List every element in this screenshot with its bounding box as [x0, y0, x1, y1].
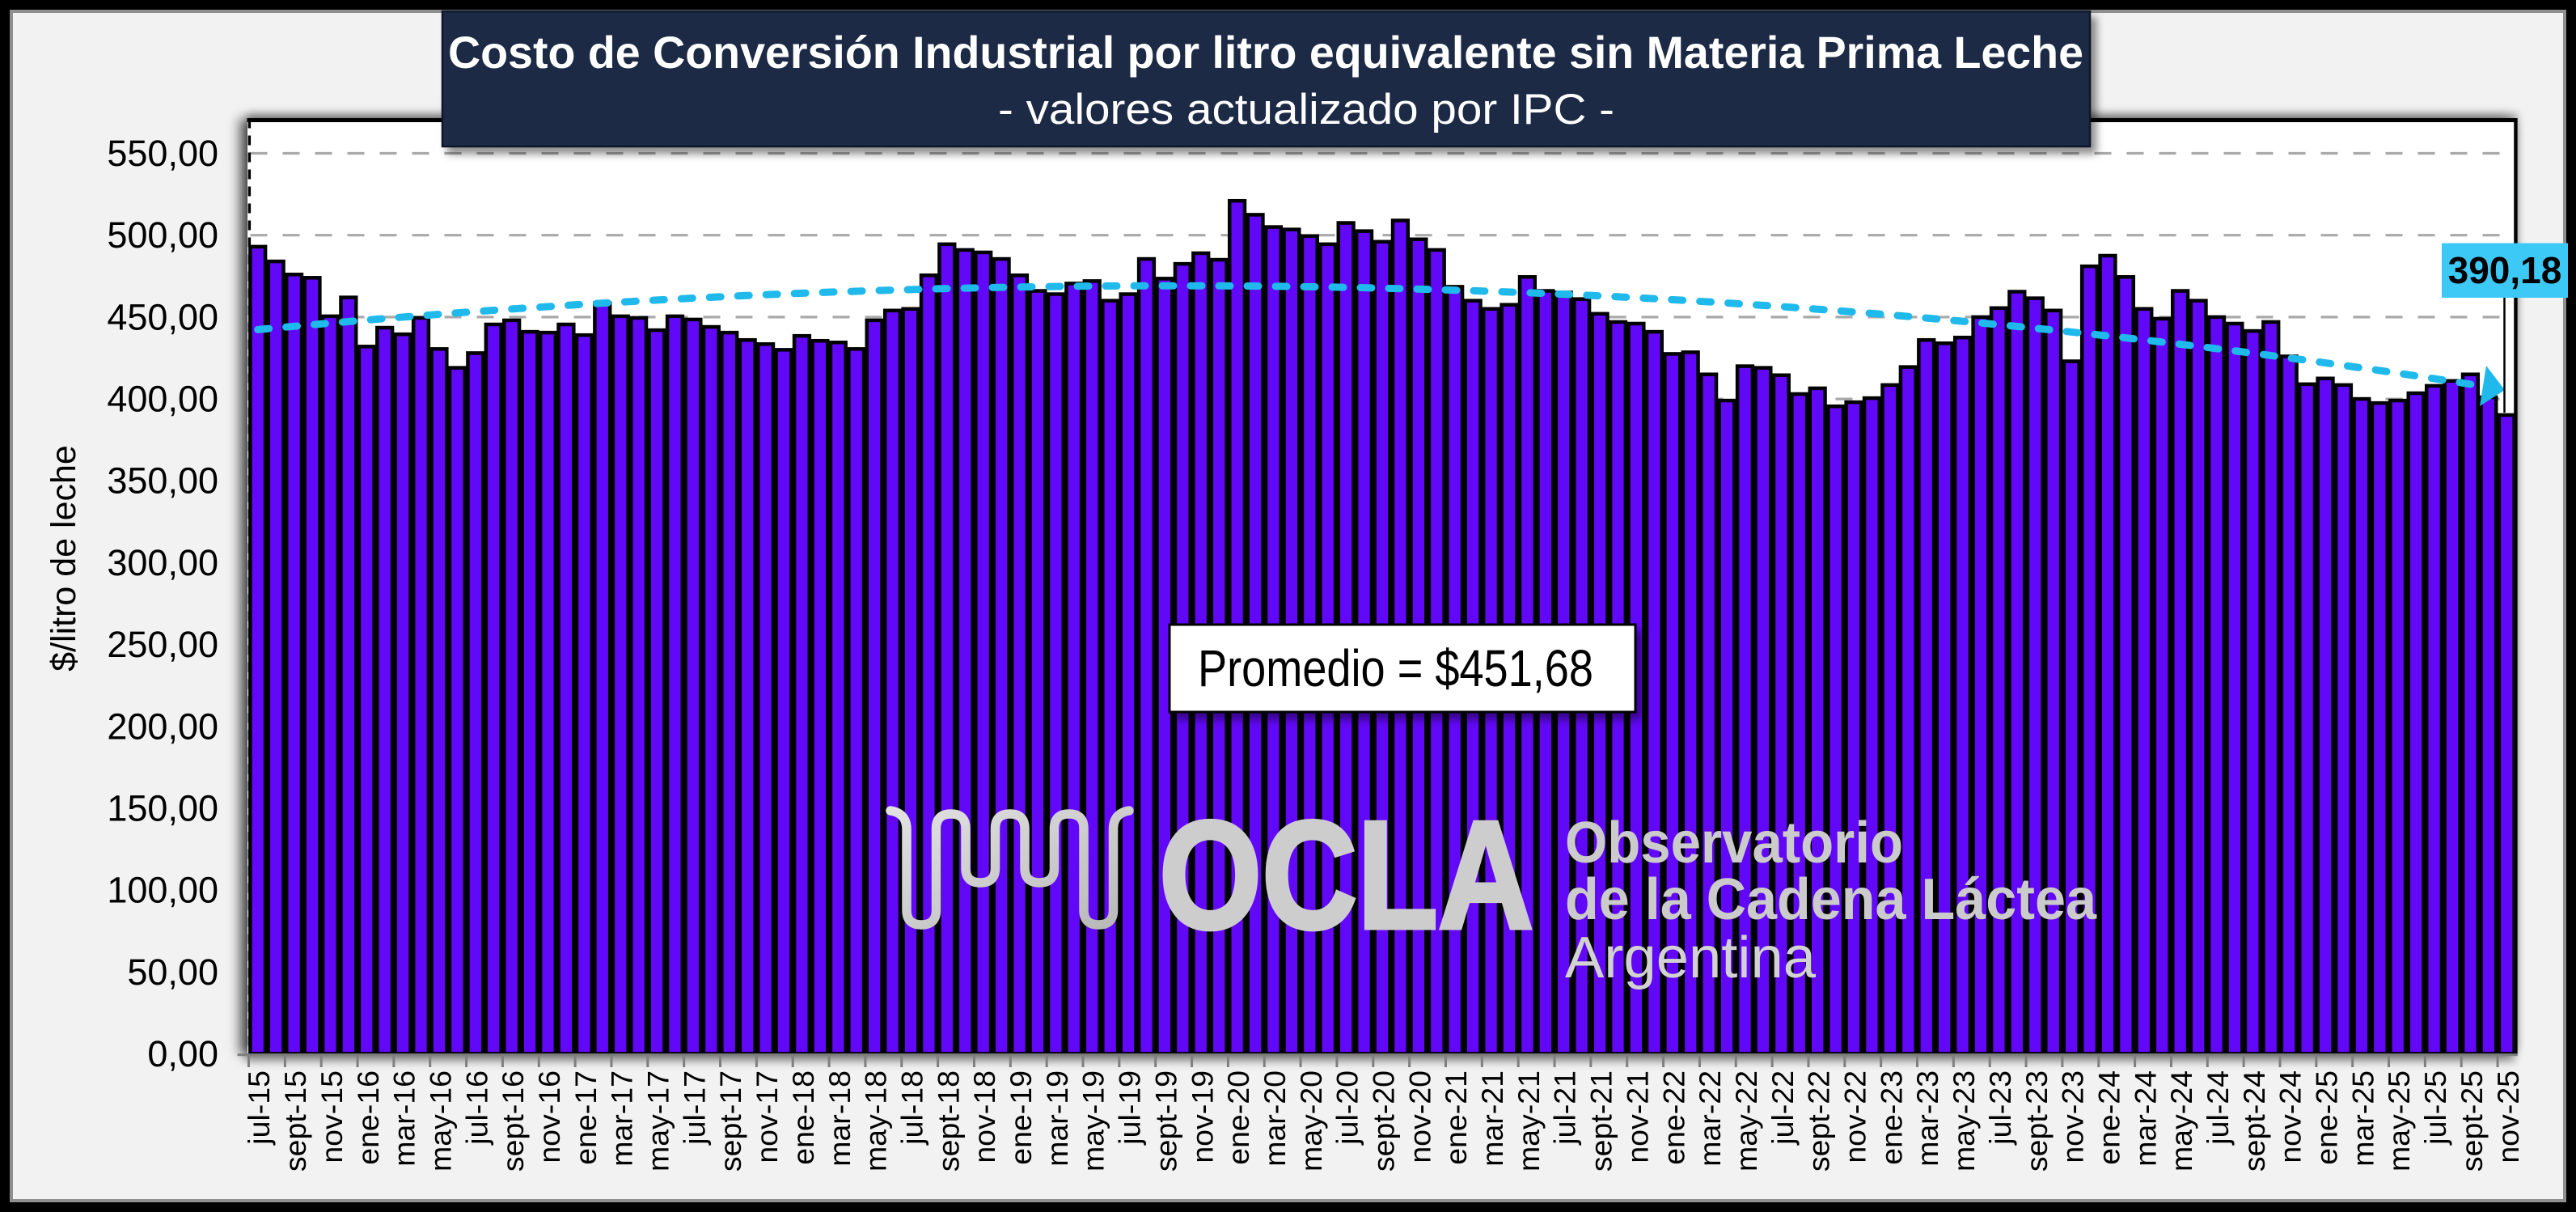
svg-text:150,00: 150,00 [107, 788, 218, 829]
svg-text:- valores actualizado por IPC: - valores actualizado por IPC - [998, 86, 1614, 133]
svg-text:Costo de Conversión Industrial: Costo de Conversión Industrial por litro… [448, 27, 2083, 78]
svg-text:sept-21: sept-21 [1584, 1070, 1618, 1172]
svg-text:nov-16: nov-16 [532, 1070, 566, 1163]
svg-text:ene-25: ene-25 [2310, 1070, 2344, 1165]
svg-text:de la Cadena Láctea: de la Cadena Láctea [1565, 867, 2097, 932]
svg-text:sept-22: sept-22 [1802, 1070, 1836, 1172]
svg-text:sept-18: sept-18 [931, 1070, 965, 1172]
svg-text:ene-22: ene-22 [1656, 1070, 1690, 1165]
svg-text:jul-20: jul-20 [1330, 1070, 1364, 1146]
svg-text:Observatorio: Observatorio [1565, 811, 1903, 875]
svg-text:50,00: 50,00 [127, 951, 218, 993]
svg-text:mar-24: mar-24 [2128, 1070, 2162, 1167]
svg-text:may-23: may-23 [1947, 1070, 1981, 1172]
svg-text:mar-18: mar-18 [823, 1070, 857, 1167]
svg-text:jul-22: jul-22 [1766, 1070, 1800, 1146]
svg-text:nov-20: nov-20 [1402, 1070, 1436, 1163]
svg-text:450,00: 450,00 [107, 296, 218, 337]
svg-text:sept-17: sept-17 [713, 1070, 747, 1172]
svg-text:nov-19: nov-19 [1185, 1070, 1219, 1163]
svg-text:mar-19: mar-19 [1040, 1070, 1074, 1167]
svg-text:250,00: 250,00 [107, 624, 218, 665]
svg-text:jul-24: jul-24 [2201, 1070, 2235, 1146]
svg-text:100,00: 100,00 [107, 870, 218, 911]
svg-text:500,00: 500,00 [107, 214, 218, 256]
svg-text:ene-23: ene-23 [1874, 1070, 1908, 1165]
svg-text:may-25: may-25 [2382, 1070, 2416, 1172]
svg-text:300,00: 300,00 [107, 542, 218, 583]
svg-text:sept-20: sept-20 [1367, 1070, 1401, 1172]
svg-text:may-24: may-24 [2164, 1070, 2198, 1172]
svg-text:nov-21: nov-21 [1620, 1070, 1654, 1163]
svg-text:mar-25: mar-25 [2345, 1070, 2379, 1167]
svg-text:nov-15: nov-15 [315, 1070, 349, 1163]
svg-text:sept-16: sept-16 [496, 1070, 530, 1172]
svg-text:may-20: may-20 [1294, 1070, 1328, 1172]
svg-text:may-19: may-19 [1077, 1070, 1110, 1172]
svg-text:mar-20: mar-20 [1258, 1070, 1292, 1167]
svg-text:Argentina: Argentina [1565, 926, 1817, 990]
svg-text:ene-21: ene-21 [1439, 1070, 1473, 1165]
svg-text:ene-16: ene-16 [351, 1070, 385, 1165]
svg-text:may-17: may-17 [641, 1070, 675, 1172]
svg-text:may-21: may-21 [1512, 1070, 1546, 1172]
svg-text:may-16: may-16 [424, 1070, 458, 1172]
svg-text:mar-17: mar-17 [605, 1070, 639, 1167]
svg-text:jul-23: jul-23 [1983, 1070, 2017, 1146]
svg-text:may-22: may-22 [1729, 1070, 1763, 1172]
svg-text:mar-22: mar-22 [1693, 1070, 1727, 1167]
svg-text:mar-21: mar-21 [1475, 1070, 1509, 1167]
svg-text:ene-17: ene-17 [569, 1070, 603, 1165]
svg-text:sept-25: sept-25 [2455, 1070, 2489, 1172]
svg-text:may-18: may-18 [859, 1070, 893, 1172]
svg-text:OCLA: OCLA [1159, 790, 1533, 961]
svg-text:ene-19: ene-19 [1004, 1070, 1038, 1165]
svg-text:jul-19: jul-19 [1113, 1070, 1147, 1146]
svg-text:350,00: 350,00 [107, 460, 218, 502]
svg-text:sept-19: sept-19 [1148, 1070, 1182, 1172]
svg-text:jul-17: jul-17 [677, 1070, 711, 1146]
svg-text:nov-25: nov-25 [2491, 1070, 2525, 1163]
svg-text:nov-18: nov-18 [967, 1070, 1001, 1163]
svg-text:390,18: 390,18 [2448, 249, 2562, 291]
svg-text:200,00: 200,00 [107, 706, 218, 747]
svg-text:ene-24: ene-24 [2092, 1070, 2126, 1165]
svg-text:ene-20: ene-20 [1221, 1070, 1255, 1165]
svg-text:$/litro de leche: $/litro de leche [44, 445, 83, 672]
svg-text:nov-24: nov-24 [2274, 1070, 2307, 1163]
svg-text:jul-21: jul-21 [1548, 1070, 1582, 1146]
svg-text:mar-23: mar-23 [1910, 1070, 1944, 1167]
svg-text:mar-16: mar-16 [387, 1070, 421, 1167]
svg-text:jul-16: jul-16 [459, 1070, 493, 1146]
svg-text:sept-15: sept-15 [278, 1070, 312, 1172]
svg-text:jul-25: jul-25 [2418, 1070, 2452, 1146]
svg-text:400,00: 400,00 [107, 379, 218, 420]
svg-text:550,00: 550,00 [107, 133, 218, 174]
svg-text:0,00: 0,00 [147, 1033, 218, 1074]
svg-text:jul-18: jul-18 [895, 1070, 929, 1146]
svg-text:nov-22: nov-22 [1838, 1070, 1872, 1163]
svg-text:sept-24: sept-24 [2237, 1070, 2271, 1172]
svg-text:ene-18: ene-18 [786, 1070, 820, 1165]
svg-text:Promedio = $451,68: Promedio = $451,68 [1198, 639, 1593, 697]
svg-text:sept-23: sept-23 [2020, 1070, 2054, 1172]
svg-text:nov-17: nov-17 [750, 1070, 784, 1163]
svg-text:jul-15: jul-15 [242, 1070, 276, 1146]
svg-text:nov-23: nov-23 [2056, 1070, 2090, 1163]
